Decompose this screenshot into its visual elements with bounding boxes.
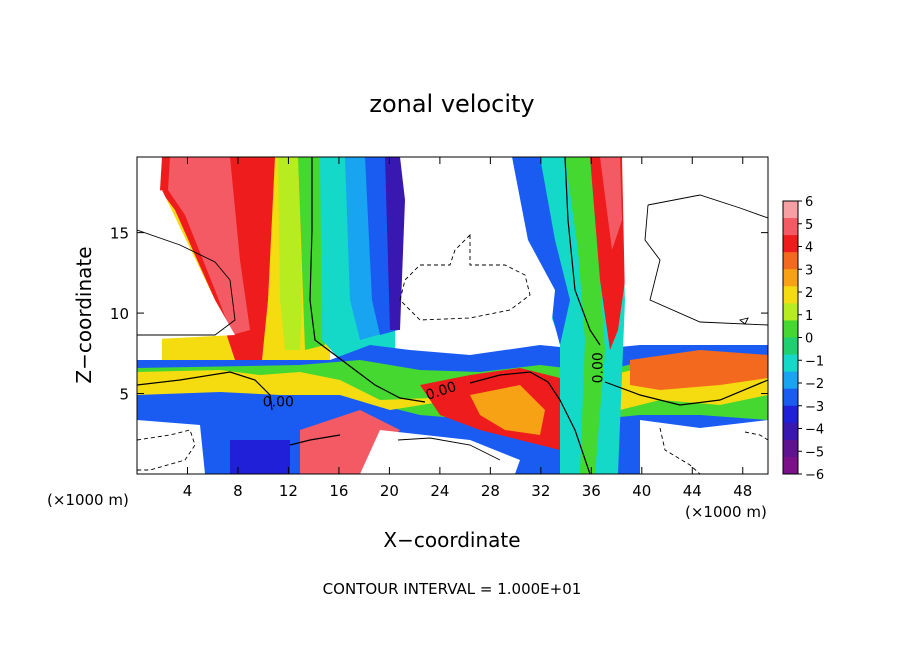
- x-tick-label: 28: [481, 482, 500, 500]
- y-axis: 5 10 15: [110, 225, 768, 404]
- x-tick-label: 4: [183, 482, 193, 500]
- colorbar-tick-label: 5: [805, 218, 813, 233]
- x-tick-label: 40: [632, 482, 651, 500]
- colorbar-swatch: [783, 405, 798, 424]
- y-tick-label: 15: [110, 225, 129, 243]
- colorbar-swatch: [783, 303, 798, 321]
- x-tick-label: 32: [531, 482, 550, 500]
- x-tick-label: 48: [733, 482, 752, 500]
- colorbar-swatch: [783, 456, 798, 475]
- colorbar-swatch: [783, 337, 798, 356]
- x-unit-left: (×1000 m): [47, 491, 129, 509]
- contour-lines: [137, 157, 768, 474]
- y-tick-label: 5: [119, 386, 129, 404]
- colorbar-tick-label: 4: [805, 241, 813, 256]
- y-tick-label: 10: [110, 305, 129, 323]
- colorbar-tick-label: 0: [805, 332, 813, 347]
- x-tick-label: 44: [683, 482, 702, 500]
- upper-mid-region: [400, 157, 555, 350]
- contour-label: 0.00: [591, 352, 607, 383]
- colorbar-swatch: [783, 388, 798, 407]
- colorbar-swatch: [783, 201, 798, 219]
- x-axis: 4 8 12 16 20 24 28 32 36 40 44 48: [183, 157, 752, 500]
- colorbar-tick-label: −6: [805, 468, 824, 483]
- plot-area: 0.00 0.000.00: [137, 157, 768, 474]
- upper-left-region: [137, 190, 235, 340]
- dashed-contour-lines: [137, 233, 768, 474]
- colorbar-swatch: [783, 218, 798, 236]
- colorbar-swatch: [783, 439, 798, 458]
- colorbar-swatch: [783, 252, 798, 270]
- contour-interval-note: CONTOUR INTERVAL = 1.000E+01: [323, 580, 582, 598]
- x-tick-label: 36: [582, 482, 601, 500]
- x-tick-label: 16: [329, 482, 348, 500]
- colorbar-tick-label: 6: [805, 195, 813, 210]
- plot-frame: [136, 156, 769, 475]
- colorbar-tick-label: −2: [805, 377, 824, 392]
- colorbar-tick-label: −3: [805, 400, 824, 415]
- x-tick-label: 20: [380, 482, 399, 500]
- x-tick-label: 8: [233, 482, 243, 500]
- x-tick-label: 12: [279, 482, 298, 500]
- colorbar-swatch: [783, 269, 798, 287]
- y-axis-label: Z−coordinate: [72, 246, 96, 383]
- colorbar-swatch: [783, 235, 798, 253]
- colorbar-tick-label: 2: [805, 286, 813, 301]
- colorbar-swatch: [783, 320, 798, 338]
- upper-right-region: [622, 157, 768, 340]
- x-axis-label: X−coordinate: [383, 528, 520, 552]
- colorbar-swatch: [783, 354, 798, 373]
- colorbar-tick-label: −1: [805, 354, 824, 369]
- colorbar-swatch: [783, 371, 798, 390]
- chart-title: zonal velocity: [369, 90, 534, 118]
- colorbar: 6 5 4 3 2 1 0 −1 −2 −3 −4 −5 −6: [782, 195, 824, 483]
- contour-label: 0.00: [263, 394, 294, 410]
- colorbar-swatch: [783, 422, 798, 441]
- x-tick-label: 24: [430, 482, 449, 500]
- thin-contour-lines: [137, 194, 768, 461]
- colorbar-tick-label: −5: [805, 445, 824, 460]
- colorbar-tick-label: −4: [805, 423, 824, 438]
- colorbar-tick-label: 3: [805, 263, 813, 278]
- x-unit-right: (×1000 m): [685, 503, 767, 521]
- colorbar-tick-label: 1: [805, 309, 813, 324]
- colorbar-swatch: [783, 286, 798, 304]
